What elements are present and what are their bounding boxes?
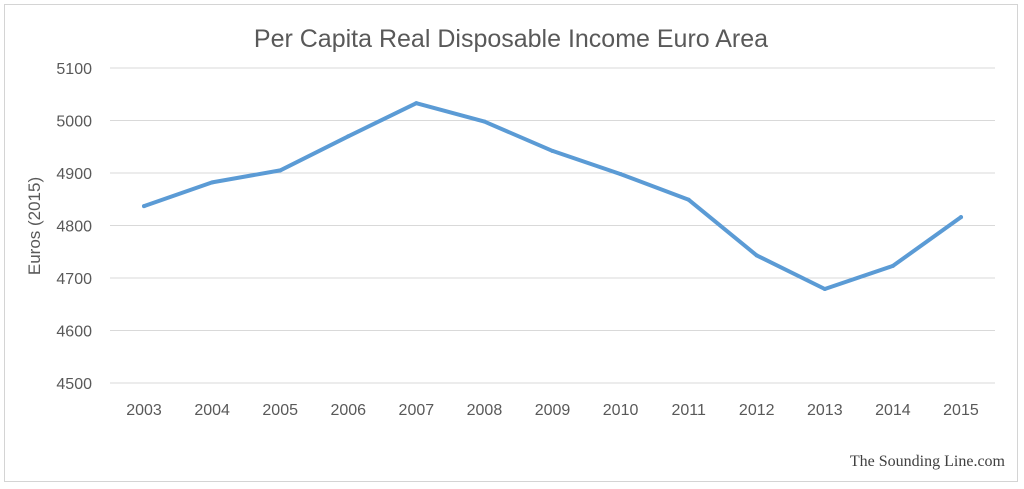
x-tick-label: 2007 [399, 402, 435, 419]
chart-frame [4, 4, 1018, 482]
data-point-2003 [142, 204, 147, 209]
chart-title: Per Capita Real Disposable Income Euro A… [254, 25, 768, 53]
y-tick-label: 4500 [56, 376, 92, 393]
x-tick-label: 2009 [535, 402, 571, 419]
x-tick-label: 2015 [943, 402, 979, 419]
x-tick-label: 2014 [875, 402, 911, 419]
x-tick-label: 2013 [807, 402, 843, 419]
gridlines [110, 67, 995, 384]
y-tick-label: 4800 [56, 219, 92, 236]
data-point-2005 [278, 168, 283, 173]
data-point-2013 [822, 287, 827, 292]
data-point-2009 [550, 148, 555, 153]
x-tick-label: 2012 [739, 402, 775, 419]
data-point-2015 [958, 215, 963, 220]
y-tick-label: 4600 [56, 324, 92, 341]
data-point-2007 [414, 101, 419, 106]
x-tick-label: 2004 [194, 402, 230, 419]
x-tick-label: 2003 [126, 402, 162, 419]
y-tick-label: 4900 [56, 166, 92, 183]
series-line-0 [142, 101, 963, 291]
y-tick-label: 5000 [56, 114, 92, 131]
x-tick-label: 2010 [603, 402, 639, 419]
data-point-2010 [618, 172, 623, 177]
y-axis-label: Euros (2015) [25, 177, 44, 275]
x-tick-label: 2011 [671, 402, 706, 419]
data-point-2011 [686, 197, 691, 202]
series-layer [142, 101, 963, 292]
data-point-2004 [210, 180, 215, 185]
y-tick-label: 5100 [56, 61, 92, 78]
data-point-2014 [890, 263, 895, 268]
source-credit: The Sounding Line.com [850, 453, 1006, 470]
x-tick-label: 2005 [262, 402, 298, 419]
y-tick-label: 4700 [56, 271, 92, 288]
data-point-2008 [482, 119, 487, 124]
y-tick-labels: 4500 4600 4700 4800 4900 5000 5100 [56, 61, 92, 393]
x-tick-label: 2006 [330, 402, 366, 419]
data-point-2012 [754, 253, 759, 258]
x-tick-labels: 2003 2004 2005 2006 2007 2008 2009 2010 2011 2012… [126, 402, 979, 419]
data-point-2006 [346, 134, 351, 139]
x-tick-label: 2008 [467, 402, 503, 419]
